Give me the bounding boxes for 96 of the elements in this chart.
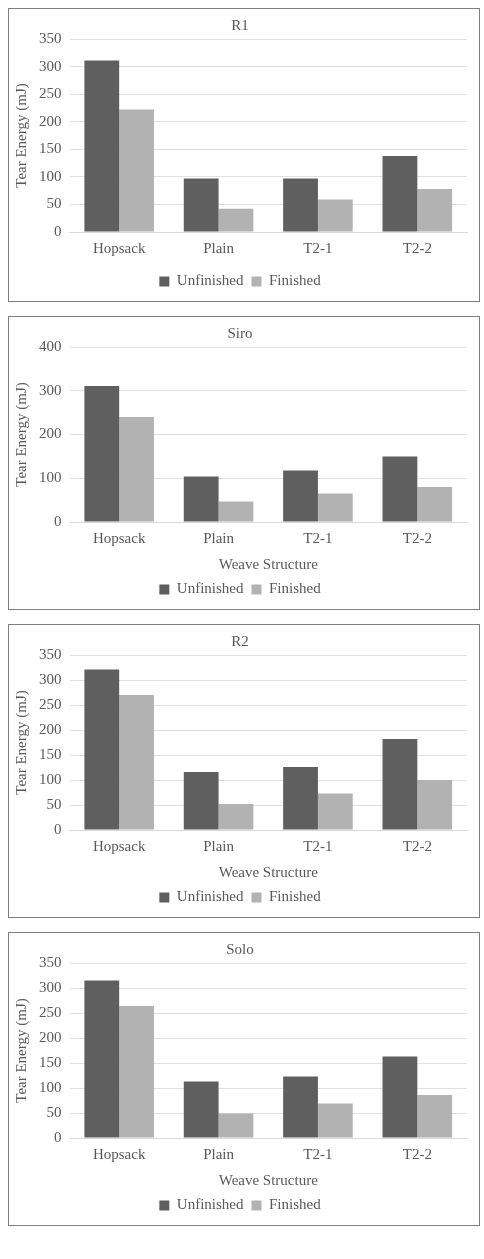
y-tick-label: 400 bbox=[39, 337, 62, 354]
bar bbox=[417, 188, 453, 232]
bar bbox=[218, 1113, 254, 1138]
y-tick-label: 250 bbox=[39, 695, 62, 712]
y-tick-label: 200 bbox=[39, 112, 62, 129]
x-tick-label: Hopsack bbox=[92, 239, 146, 256]
chart-title: Siro bbox=[227, 324, 253, 341]
y-tick-label: 350 bbox=[39, 29, 62, 46]
y-tick-label: 200 bbox=[39, 1028, 62, 1045]
y-tick-label: 0 bbox=[54, 222, 62, 239]
bar bbox=[317, 493, 353, 522]
bar bbox=[382, 155, 418, 232]
bar bbox=[84, 60, 120, 232]
y-tick-label: 350 bbox=[39, 645, 62, 662]
x-axis-title: Weave Structure bbox=[218, 555, 319, 572]
x-tick-label: T2-1 bbox=[303, 529, 333, 546]
legend-label: Finished bbox=[268, 580, 322, 597]
x-tick-label: T2-2 bbox=[402, 1145, 432, 1162]
bar bbox=[382, 739, 418, 830]
y-tick-label: 300 bbox=[39, 381, 62, 398]
bar bbox=[183, 476, 219, 522]
bar bbox=[283, 767, 318, 830]
y-tick-label: 0 bbox=[54, 512, 62, 529]
y-tick-label: 150 bbox=[39, 140, 62, 157]
x-tick-label: Hopsack bbox=[92, 529, 146, 546]
x-tick-label: T2-1 bbox=[303, 1145, 333, 1162]
chart-title: R1 bbox=[231, 16, 249, 33]
y-tick-label: 100 bbox=[39, 469, 62, 486]
legend-label: Unfinished bbox=[176, 1196, 244, 1213]
chart-title: Solo bbox=[226, 940, 254, 957]
y-tick-label: 100 bbox=[39, 167, 62, 184]
y-tick-label: 350 bbox=[39, 953, 62, 970]
x-tick-label: Plain bbox=[203, 239, 235, 256]
bar bbox=[84, 385, 120, 522]
y-tick-label: 200 bbox=[39, 425, 62, 442]
x-tick-label: Plain bbox=[203, 529, 235, 546]
y-tick-label: 150 bbox=[39, 745, 62, 762]
y-tick-label: 200 bbox=[39, 720, 62, 737]
bar bbox=[84, 669, 120, 830]
bar bbox=[417, 487, 453, 522]
bar bbox=[283, 1076, 318, 1138]
legend-label: Finished bbox=[268, 888, 322, 905]
x-tick-label: Hopsack bbox=[92, 837, 146, 854]
bar bbox=[119, 695, 154, 830]
legend-label: Finished bbox=[268, 272, 322, 289]
x-axis-title: Weave Structure bbox=[218, 863, 319, 880]
legend-label: Unfinished bbox=[176, 272, 244, 289]
y-axis-title: Tear Energy (mJ) bbox=[12, 382, 30, 487]
legend-label: Unfinished bbox=[176, 888, 244, 905]
bar bbox=[183, 1081, 219, 1138]
x-tick-label: T2-1 bbox=[303, 239, 333, 256]
y-axis-title: Tear Energy (mJ) bbox=[12, 83, 30, 188]
y-tick-label: 0 bbox=[54, 1128, 62, 1145]
bar bbox=[183, 772, 219, 830]
bar bbox=[183, 178, 219, 232]
bar bbox=[417, 780, 453, 830]
x-tick-label: T2-2 bbox=[402, 837, 432, 854]
y-tick-label: 0 bbox=[54, 820, 62, 837]
bar bbox=[283, 178, 318, 232]
x-tick-label: T2-2 bbox=[402, 239, 432, 256]
bar bbox=[382, 456, 418, 522]
legend-label: Unfinished bbox=[176, 580, 244, 597]
bar bbox=[417, 1095, 453, 1138]
y-axis-title: Tear Energy (mJ) bbox=[12, 690, 30, 795]
x-tick-label: T2-2 bbox=[402, 529, 432, 546]
y-tick-label: 250 bbox=[39, 1003, 62, 1020]
chart-title: R2 bbox=[231, 632, 249, 649]
x-axis-title: Weave Structure bbox=[218, 1171, 319, 1188]
bar bbox=[317, 793, 353, 830]
x-tick-label: Plain bbox=[203, 837, 235, 854]
bar bbox=[119, 1006, 154, 1138]
bar bbox=[382, 1056, 418, 1138]
bar bbox=[84, 980, 120, 1138]
y-tick-label: 50 bbox=[46, 795, 62, 812]
bar bbox=[218, 804, 254, 830]
y-tick-label: 250 bbox=[39, 85, 62, 102]
y-tick-label: 50 bbox=[46, 1103, 62, 1120]
x-tick-label: T2-1 bbox=[303, 837, 333, 854]
y-axis-title: Tear Energy (mJ) bbox=[12, 998, 30, 1103]
bar bbox=[119, 417, 154, 522]
y-tick-label: 300 bbox=[39, 670, 62, 687]
bar bbox=[218, 501, 254, 522]
x-tick-label: Plain bbox=[203, 1145, 235, 1162]
y-tick-label: 300 bbox=[39, 57, 62, 74]
legend-label: Finished bbox=[268, 1196, 322, 1213]
bar bbox=[119, 109, 154, 232]
x-tick-label: Hopsack bbox=[92, 1145, 146, 1162]
y-tick-label: 150 bbox=[39, 1053, 62, 1070]
bar bbox=[283, 470, 318, 522]
bar bbox=[317, 199, 353, 232]
y-tick-label: 50 bbox=[46, 195, 62, 212]
y-tick-label: 100 bbox=[39, 1078, 62, 1095]
y-tick-label: 300 bbox=[39, 978, 62, 995]
bar bbox=[317, 1103, 353, 1138]
y-tick-label: 100 bbox=[39, 770, 62, 787]
bar bbox=[218, 208, 254, 232]
